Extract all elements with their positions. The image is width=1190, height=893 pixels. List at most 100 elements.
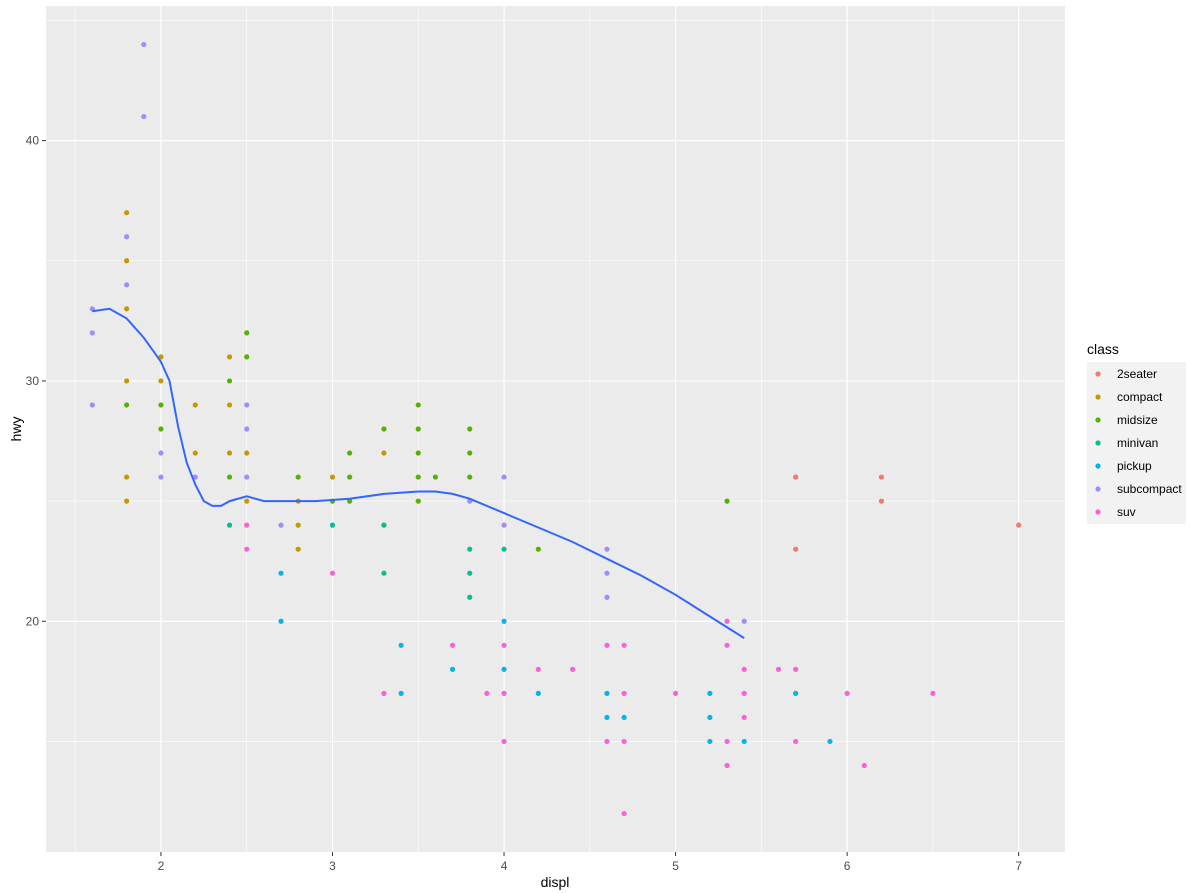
data-point-suv [741,666,747,672]
data-point-minivan [329,522,336,528]
data-point-suv [741,690,747,696]
data-point-minivan [226,522,233,528]
data-point-minivan [381,522,387,528]
data-point-suv [501,738,507,745]
data-point-subcompact [278,522,284,528]
y-tick-label: 20 [26,614,40,628]
data-point-suv [724,618,730,624]
legend-label-midsize: midsize [1117,413,1158,427]
data-point-2seater [793,474,799,480]
data-point-compact [158,378,164,384]
data-point-suv [621,690,627,696]
smooth-trend-line [92,307,745,639]
x-tick-label: 2 [158,859,165,873]
legend-title: class [1087,341,1119,357]
legend: class 2seater compact midsize minivan pickup… [1087,341,1186,524]
data-point-suv [604,738,610,745]
data-point-midsize [415,450,421,456]
data-point-subcompact [89,402,95,408]
data-point-minivan [381,570,387,576]
data-point-pickup [707,714,713,721]
data-point-2seater [878,474,885,480]
data-point-compact [295,546,301,552]
legend-label-compact: compact [1117,390,1163,404]
data-point-midsize [381,426,387,432]
data-point-compact [381,450,387,456]
x-tick-label: 4 [501,859,508,873]
panel-background [46,6,1065,852]
data-point-pickup [793,690,799,696]
data-point-suv [621,642,627,648]
data-point-midsize [535,546,541,552]
legend-key-suv [1095,509,1101,515]
data-point-suv [501,690,507,696]
data-point-midsize [415,474,421,480]
data-point-suv [501,642,507,648]
data-point-midsize [347,474,353,480]
data-point-midsize [467,450,473,456]
legend-key-pickup [1095,463,1101,469]
data-point-suv [724,642,730,648]
data-point-suv [244,546,250,552]
x-axis-title: displ [541,874,570,890]
data-point-pickup [501,618,507,624]
data-point-compact [226,354,233,360]
data-point-compact [124,378,130,384]
data-point-suv [535,666,541,672]
data-point-pickup [621,714,627,721]
data-point-pickup [604,714,610,721]
data-point-midsize [124,402,130,408]
data-point-pickup [827,738,833,745]
data-point-midsize [415,498,421,504]
y-tick-label: 40 [26,134,40,148]
data-point-suv [930,690,936,696]
legend-key-minivan [1095,440,1101,446]
data-point-compact [124,498,130,504]
data-point-subcompact [124,234,130,240]
data-point-suv [775,666,782,672]
data-point-subcompact [604,546,610,552]
y-axis-ticks: 20 30 40 [26,134,46,628]
data-point-pickup [278,570,284,576]
data-point-subcompact [244,402,250,408]
data-point-2seater [793,546,799,552]
data-point-2seater [1016,522,1022,528]
data-point-suv [329,570,336,576]
data-point-midsize [226,474,233,480]
data-point-midsize [724,498,730,504]
data-point-pickup [449,666,456,672]
data-point-suv [570,666,576,672]
data-point-subcompact [141,41,147,48]
data-point-midsize [158,402,164,408]
data-point-suv [621,810,627,817]
data-point-compact [244,450,250,456]
data-point-midsize [415,426,421,432]
data-point-suv [484,690,490,696]
data-point-compact [329,474,336,480]
legend-items: 2seater compact midsize minivan pickup subcom… [1095,367,1182,519]
data-point-compact [295,522,301,528]
data-point-suv [244,522,250,528]
data-point-pickup [501,666,507,672]
data-point-midsize [467,426,473,432]
legend-key-midsize [1095,417,1101,423]
data-point-midsize [467,474,473,480]
data-point-minivan [467,546,473,552]
y-axis-title: hwy [8,417,24,442]
data-point-minivan [467,594,473,600]
x-tick-label: 6 [844,859,851,873]
data-point-subcompact [141,113,147,120]
data-point-subcompact [604,570,610,576]
data-point-subcompact [158,474,164,480]
data-point-pickup [707,738,713,745]
data-point-minivan [467,570,473,576]
data-point-suv [741,714,747,721]
data-point-suv [381,690,387,696]
data-point-compact [124,306,130,312]
data-point-midsize [347,450,353,456]
legend-label-2seater: 2seater [1117,367,1157,381]
legend-key-2seater [1095,371,1101,377]
data-point-subcompact [244,426,250,432]
data-point-midsize [226,378,233,384]
data-point-subcompact [501,522,507,528]
